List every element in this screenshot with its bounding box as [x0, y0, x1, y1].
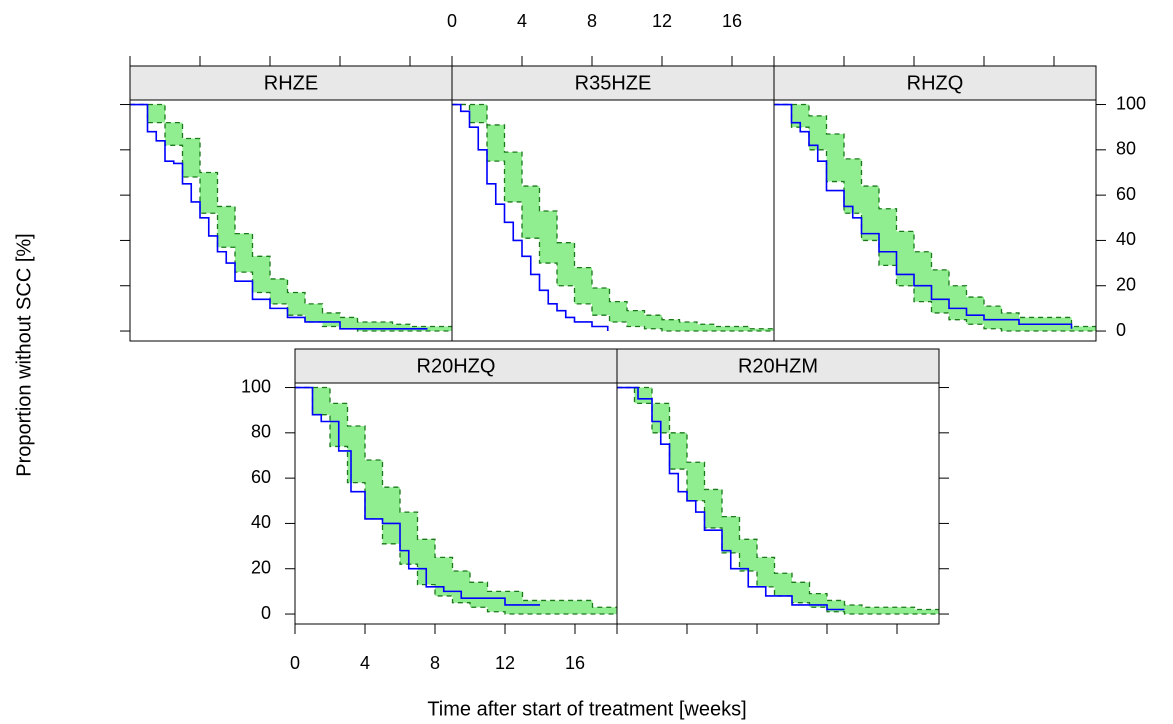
y-tick-label: 60: [251, 467, 271, 487]
y-axis-label: Proportion without SCC [%]: [13, 233, 35, 476]
band-lower: [774, 103, 1096, 332]
panel-plot: [295, 386, 617, 615]
strip: [616, 348, 940, 384]
band-upper: [617, 386, 939, 611]
band-upper: [130, 103, 452, 328]
y-tick-label: 20: [251, 557, 271, 577]
band-lower: [130, 103, 452, 332]
km-curve: [130, 103, 428, 330]
panel-title: R20HZM: [738, 355, 818, 377]
panel-title: RHZE: [264, 72, 318, 94]
y-tick-label: 80: [251, 422, 271, 442]
panel-plot: [130, 103, 452, 332]
panel-frame: [773, 99, 1097, 342]
x-tick-label: 12: [652, 11, 672, 31]
prediction-band: [774, 104, 1096, 332]
band-upper: [452, 103, 774, 330]
x-tick-label: 8: [430, 653, 440, 673]
panel-title: R20HZQ: [417, 355, 496, 377]
x-tick-label: 4: [517, 11, 527, 31]
strip: [129, 65, 453, 101]
y-tick-label: 100: [1116, 93, 1146, 113]
y-tick-label: 100: [241, 376, 271, 396]
band-lower: [617, 386, 939, 615]
prediction-band: [452, 104, 774, 332]
panel-title: RHZQ: [907, 72, 964, 94]
y-tick-label: 40: [1116, 229, 1136, 249]
x-tick-label: 16: [722, 11, 742, 31]
km-curve: [452, 103, 609, 332]
band-lower: [295, 386, 617, 615]
x-tick-label: 16: [565, 653, 585, 673]
prediction-band: [130, 104, 452, 332]
x-axis-label: Time after start of treatment [weeks]: [427, 698, 746, 720]
strip: [773, 65, 1097, 101]
x-tick-label: 8: [587, 11, 597, 31]
prediction-band: [295, 387, 617, 615]
prediction-band: [617, 387, 939, 615]
strip: [294, 348, 618, 384]
x-tick-label: 12: [495, 653, 515, 673]
y-tick-label: 20: [1116, 274, 1136, 294]
panel-plot: [452, 103, 774, 332]
km-curve: [295, 386, 540, 606]
km-curve: [774, 103, 1073, 329]
x-tick-label: 0: [447, 11, 457, 31]
panel-title: R35HZE: [575, 72, 652, 94]
y-tick-label: 0: [261, 603, 271, 623]
panel-frame: [616, 382, 940, 625]
band-lower: [452, 103, 774, 332]
band-upper: [295, 386, 617, 608]
km-curve: [617, 386, 845, 611]
x-tick-label: 0: [290, 653, 300, 673]
y-tick-label: 40: [251, 512, 271, 532]
panel-plot: [617, 386, 939, 615]
x-tick-label: 4: [360, 653, 370, 673]
panel-plot: [774, 103, 1096, 332]
y-tick-label: 0: [1116, 320, 1126, 340]
y-tick-label: 60: [1116, 184, 1136, 204]
y-tick-label: 80: [1116, 139, 1136, 159]
